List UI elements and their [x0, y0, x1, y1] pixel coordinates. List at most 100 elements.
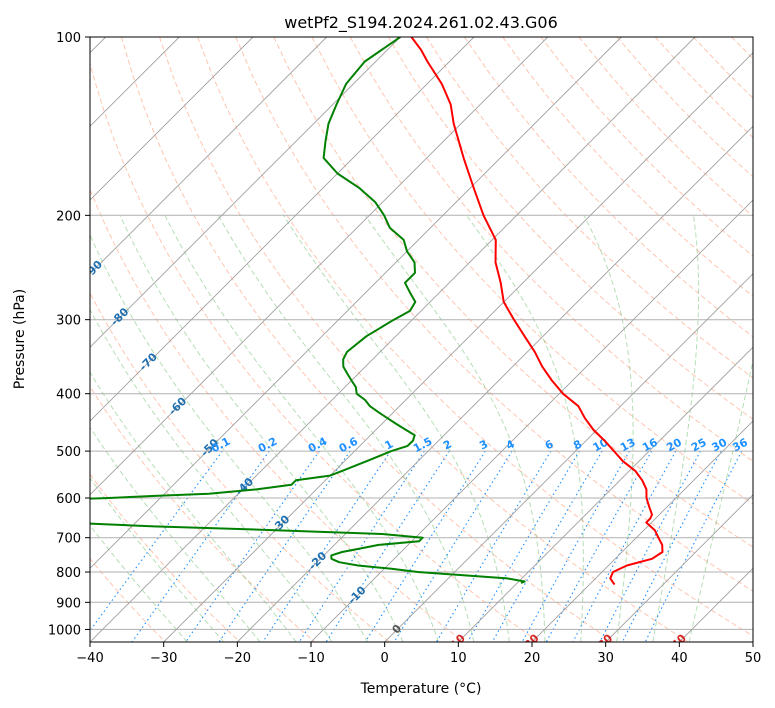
mixing-ratio-line — [262, 450, 392, 642]
isotherm-line — [163, 52, 753, 642]
dry-adiabat — [90, 188, 465, 642]
x-tick-label: −10 — [297, 651, 324, 666]
moist-adiabat — [90, 308, 333, 642]
moist-adiabat — [283, 215, 510, 642]
mixing-ratio-line — [545, 450, 653, 642]
isotherm-line — [90, 37, 622, 569]
x-tick-label: −20 — [224, 651, 251, 666]
x-tick-label: 10 — [450, 651, 467, 666]
isotherm-line — [457, 346, 753, 642]
mixing-ratio-labels: 0.1 0.2 0.4 0.6 1 1.5 2 3 4 6 8 10 13 16 20 25 30 36 — [209, 435, 750, 456]
isotherm-line — [752, 641, 753, 642]
y-tick-label: 1000 — [48, 623, 81, 638]
dry-adiabat — [502, 37, 753, 298]
x-axis-label: Temperature (°C) — [360, 681, 482, 697]
mixing-ratio-label: 16 — [640, 436, 660, 455]
moist-adiabat — [466, 215, 584, 642]
isotherm-label: -20 — [306, 549, 329, 572]
mixing-ratio-label: 20 — [664, 436, 684, 455]
isotherm-label: -40 — [233, 475, 256, 498]
dry-adiabat — [235, 37, 753, 592]
dry-adiabat — [464, 37, 753, 338]
isotherm-line — [90, 37, 549, 496]
isotherm-line — [90, 37, 254, 201]
y-axis-ticks: 1000 900 800 700 600 500 400 300 200 100 — [48, 31, 90, 638]
dry-adiabat — [349, 37, 753, 462]
y-tick-label: 400 — [56, 388, 81, 403]
mixing-ratio-label: 3 — [477, 437, 490, 452]
x-tick-label: 20 — [524, 651, 541, 666]
isotherm-line — [90, 37, 475, 422]
isotherm-line — [90, 37, 401, 348]
mixing-ratio-line — [467, 450, 580, 642]
isotherm-line — [605, 494, 753, 642]
isotherm-line — [531, 420, 753, 642]
temperature-profile — [410, 37, 664, 586]
isotherm-label: -60 — [166, 394, 189, 417]
mixing-ratio-label: 0.2 — [256, 435, 279, 456]
dry-adiabat — [654, 37, 753, 139]
mixing-ratio-label: 25 — [689, 436, 709, 455]
isotherm-line — [90, 37, 696, 642]
x-tick-label: −30 — [150, 651, 177, 666]
moist-adiabat — [364, 215, 546, 642]
dry-adiabat — [90, 473, 241, 642]
y-tick-label: 300 — [56, 314, 81, 329]
dry-adiabat — [425, 37, 753, 379]
x-tick-label: 0 — [381, 651, 389, 666]
isotherm-label: -70 — [137, 350, 160, 373]
moist-adiabat — [90, 371, 297, 642]
mixing-ratio-line — [90, 450, 223, 632]
mixing-ratio-line — [599, 450, 701, 642]
dry-adiabat — [120, 37, 614, 642]
moist-adiabat — [164, 215, 439, 642]
x-tick-label: −40 — [76, 651, 103, 666]
y-tick-label: 600 — [56, 492, 81, 507]
x-tick-label: 40 — [671, 651, 688, 666]
isotherm-label: 20 — [522, 631, 542, 651]
dry-adiabat — [387, 37, 753, 420]
isotherm-label: -80 — [108, 305, 131, 328]
isotherm-label: 30 — [595, 631, 615, 651]
chart-title: wetPf2_S194.2024.261.02.43.G06 — [284, 13, 558, 33]
plot-frame — [89, 36, 754, 643]
mixing-ratio-line — [435, 450, 552, 642]
mixing-ratio-line — [325, 450, 450, 642]
y-tick-label: 900 — [56, 596, 81, 611]
mixing-ratio-line — [218, 450, 351, 642]
y-tick-label: 200 — [56, 209, 81, 224]
y-tick-label: 700 — [56, 532, 81, 547]
moist-adiabat — [688, 358, 753, 642]
background-grid — [90, 37, 753, 642]
x-axis-ticks: −40 −30 −20 −10 0 10 20 30 40 50 — [76, 642, 761, 666]
moist-adiabat — [119, 215, 404, 642]
dry-adiabat — [90, 61, 540, 642]
dry-adiabat — [578, 37, 753, 217]
isotherm-label: -30 — [269, 512, 292, 535]
moist-adiabat — [652, 215, 700, 642]
x-tick-label: 30 — [597, 651, 614, 666]
y-axis-label: Pressure (hPa) — [12, 289, 28, 389]
mixing-ratio-label: 10 — [591, 436, 611, 455]
dry-adiabat — [273, 37, 753, 548]
isotherm-line — [678, 567, 753, 642]
x-tick-label: 50 — [745, 651, 762, 666]
mixing-ratio-label: 0.4 — [306, 435, 330, 456]
isotherm-line — [90, 37, 328, 275]
dry-adiabat — [311, 37, 753, 505]
moist-adiabat — [90, 524, 188, 642]
moist-adiabat — [217, 215, 475, 642]
isotherm-label: -10 — [345, 583, 368, 606]
isotherm-label: 10 — [448, 631, 468, 651]
sounding-profiles — [90, 37, 664, 586]
mixing-ratio-line — [521, 450, 630, 642]
dewpoint-profile — [90, 37, 526, 584]
mixing-ratio-label: 6 — [543, 437, 556, 452]
y-tick-label: 100 — [56, 31, 81, 46]
moist-adiabat — [90, 477, 225, 642]
mixing-ratio-label: 13 — [618, 436, 638, 455]
y-tick-label: 500 — [56, 445, 81, 460]
mixing-ratio-line — [572, 450, 677, 642]
